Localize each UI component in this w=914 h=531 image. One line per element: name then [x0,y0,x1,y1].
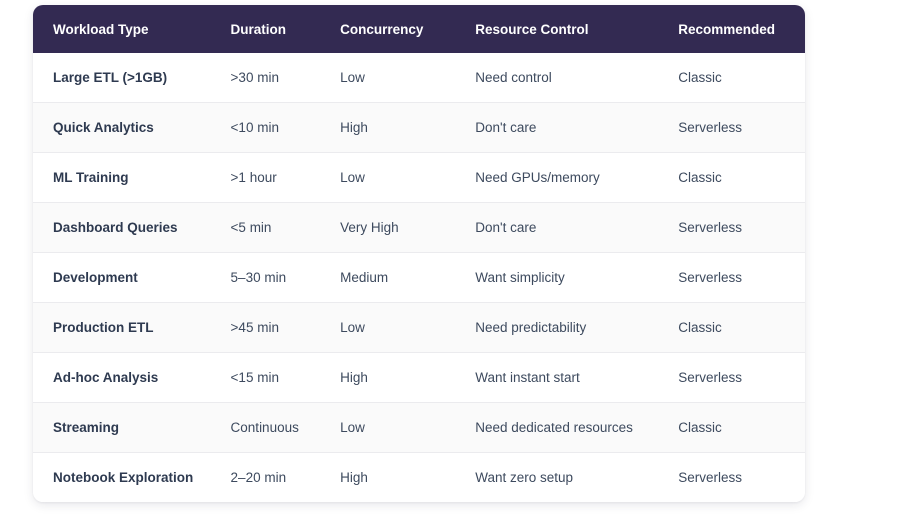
cell-recommended: Classic [658,152,805,203]
table-row: Development 5–30 min Medium Want simplicity… [33,252,805,303]
cell-recommended: Classic [658,302,805,353]
cell-workload-type: Streaming [33,402,211,453]
cell-resource-control: Don't care [455,202,659,253]
cell-workload-type: ML Training [33,152,211,203]
table-header-row: Workload Type Duration Concurrency Resou… [33,5,805,53]
cell-resource-control: Don't care [455,102,659,153]
cell-concurrency: Low [320,402,456,453]
table-row: Dashboard Queries <5 min Very High Don't ca… [33,202,805,253]
table-body: Large ETL (>1GB) >30 min Low Need control Cl… [33,53,805,502]
cell-duration: >1 hour [210,152,321,203]
cell-recommended: Serverless [658,252,805,303]
column-header-concurrency: Concurrency [320,5,456,53]
cell-resource-control: Need predictability [455,302,659,353]
cell-concurrency: High [320,452,456,502]
cell-duration: Continuous [210,402,321,453]
table-header: Workload Type Duration Concurrency Resou… [33,5,805,53]
cell-duration: >30 min [230,70,279,85]
cell-concurrency: Low [320,152,456,203]
cell-duration: >45 min [210,302,321,353]
cell-resource-control: Want simplicity [455,252,659,303]
table-row: Large ETL (>1GB) >30 min Low Need control Cl… [33,53,805,103]
cell-resource-control: Need dedicated resources [455,402,659,453]
cell-workload-type: Large ETL (>1GB) [53,70,168,85]
cell-workload-type: Notebook Exploration [33,452,211,502]
column-header-duration: Duration [210,5,321,53]
table-row: Quick Analytics <10 min High Don't care Serv… [33,102,805,153]
cell-workload-type: Production ETL [33,302,211,353]
cell-duration: <15 min [210,352,321,403]
column-header-workload-type: Workload Type [33,5,211,53]
cell-concurrency: Very High [320,202,456,253]
cell-recommended: Serverless [658,352,805,403]
table-row: Notebook Exploration 2–20 min High Want zer… [33,452,805,502]
cell-workload-type: Ad-hoc Analysis [33,352,211,403]
table-row: Production ETL >45 min Low Need predictabil… [33,302,805,353]
cell-workload-type: Dashboard Queries [33,202,211,253]
table-row: Streaming Continuous Low Need dedicated res… [33,402,805,453]
cell-workload-type: Quick Analytics [33,102,211,153]
cell-duration: <5 min [210,202,321,253]
cell-duration: <10 min [210,102,321,153]
workload-comparison-table-card: Workload Type Duration Concurrency Resou… [33,5,805,502]
cell-concurrency: Low [340,70,365,85]
workload-comparison-table: Workload Type Duration Concurrency Resou… [33,5,805,502]
cell-resource-control: Want zero setup [455,452,659,502]
cell-duration: 2–20 min [210,452,321,502]
column-header-resource-control: Resource Control [455,5,659,53]
cell-concurrency: Low [320,302,456,353]
cell-recommended: Serverless [658,202,805,253]
cell-duration: 5–30 min [210,252,321,303]
cell-concurrency: High [320,352,456,403]
cell-recommended: Classic [678,70,722,85]
cell-concurrency: High [320,102,456,153]
table-row: Ad-hoc Analysis <15 min High Want instant s… [33,352,805,403]
column-header-recommended: Recommended [658,5,805,53]
table-row: ML Training >1 hour Low Need GPUs/memory Cla… [33,152,805,203]
cell-recommended: Classic [658,402,805,453]
cell-concurrency: Medium [320,252,456,303]
cell-resource-control: Need GPUs/memory [455,152,659,203]
cell-recommended: Serverless [658,102,805,153]
cell-workload-type: Development [33,252,211,303]
cell-resource-control: Need control [475,70,552,85]
cell-resource-control: Want instant start [455,352,659,403]
cell-recommended: Serverless [658,452,805,502]
